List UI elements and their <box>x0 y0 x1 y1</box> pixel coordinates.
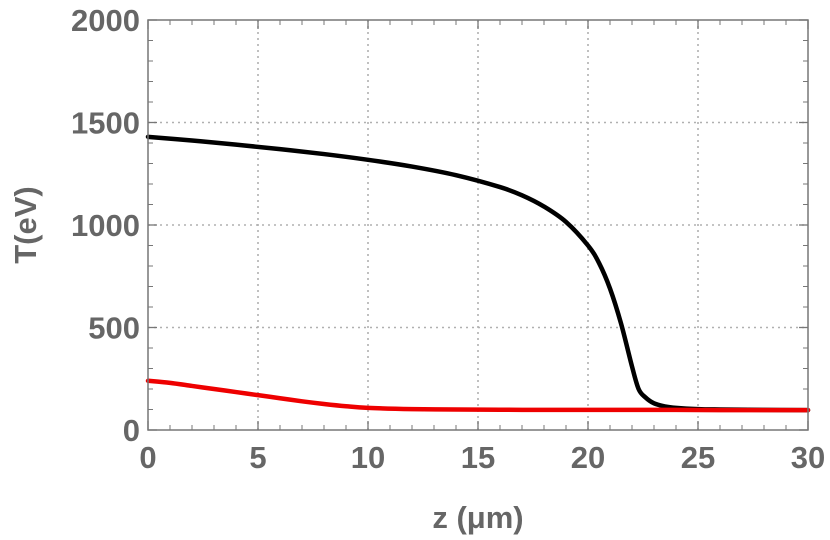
series-line-2 <box>145 378 811 413</box>
x-tick-label: 30 <box>791 440 825 475</box>
y-tick-label: 1500 <box>71 106 140 141</box>
x-tick-label: 15 <box>461 440 495 475</box>
x-tick-label: 0 <box>139 440 156 475</box>
series-layer <box>145 134 811 413</box>
y-tick-label: 0 <box>123 413 140 448</box>
y-axis-label: T(eV) <box>8 186 43 264</box>
y-tick-labels: 0 500 1000 1500 2000 <box>71 3 140 448</box>
y-tick-label: 1000 <box>71 208 140 243</box>
x-tick-label: 20 <box>571 440 605 475</box>
x-tick-label: 5 <box>249 440 266 475</box>
y-tick-label: 500 <box>88 311 140 346</box>
x-tick-label: 10 <box>351 440 385 475</box>
minor-ticks <box>148 20 808 430</box>
y-tick-label: 2000 <box>71 3 140 38</box>
x-tick-labels: 0 5 10 15 20 25 30 <box>139 440 825 475</box>
plot-frame <box>147 19 809 431</box>
grid <box>148 20 808 430</box>
x-tick-label: 25 <box>681 440 715 475</box>
x-axis-label: z (μm) <box>432 500 523 535</box>
